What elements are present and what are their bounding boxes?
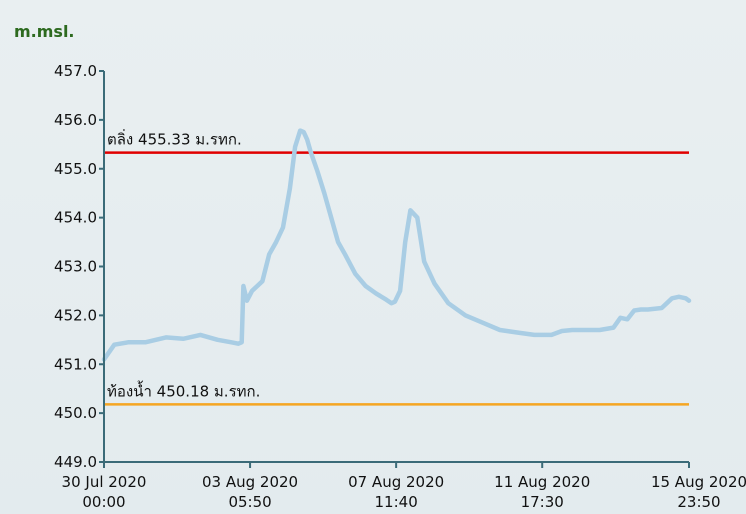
reference-lines: ตลิ่ง 455.33 ม.รทก. ท้องน้ำ 450.18 ม.รทก.: [104, 129, 689, 406]
x-tick-date-label: 03 Aug 2020: [202, 473, 298, 491]
y-tick-label: 456.0: [54, 111, 97, 129]
y-tick-label: 457.0: [54, 62, 97, 80]
y-axis-unit-label: m.msl.: [14, 22, 75, 41]
y-tick-label: 453.0: [54, 258, 97, 276]
reference-label-1: ท้องน้ำ 450.18 ม.รทก.: [107, 380, 260, 400]
x-tick-date-label: 11 Aug 2020: [494, 473, 590, 491]
y-tick-label: 449.0: [54, 453, 97, 471]
x-tick-date-label: 30 Jul 2020: [62, 473, 147, 491]
x-tick-time-label: 11:40: [375, 493, 418, 511]
x-tick-time-label: 17:30: [521, 493, 564, 511]
y-tick-label: 452.0: [54, 306, 97, 324]
x-tick-time-label: 05:50: [228, 493, 271, 511]
y-axis-ticks: 457.0 456.0 455.0 454.0 453.0 452.0 451.0 450.0…: [54, 62, 104, 471]
x-tick-date-label: 15 Aug 2020: [651, 473, 746, 491]
x-axis-ticks: 30 Jul 2020 00:00 03 Aug 2020 05:50 07 Aug 2…: [62, 462, 746, 511]
reference-label-0: ตลิ่ง 455.33 ม.รทก.: [107, 129, 242, 149]
y-tick-label: 455.0: [54, 160, 97, 178]
x-tick-date-label: 07 Aug 2020: [348, 473, 444, 491]
y-tick-label: 454.0: [54, 209, 97, 227]
y-tick-label: 450.0: [54, 404, 97, 422]
x-tick-time-label: 23:50: [677, 493, 720, 511]
y-tick-label: 451.0: [54, 355, 97, 373]
series-line-0: [101, 128, 692, 362]
x-tick-time-label: 00:00: [82, 493, 125, 511]
series-layer: [101, 128, 692, 362]
